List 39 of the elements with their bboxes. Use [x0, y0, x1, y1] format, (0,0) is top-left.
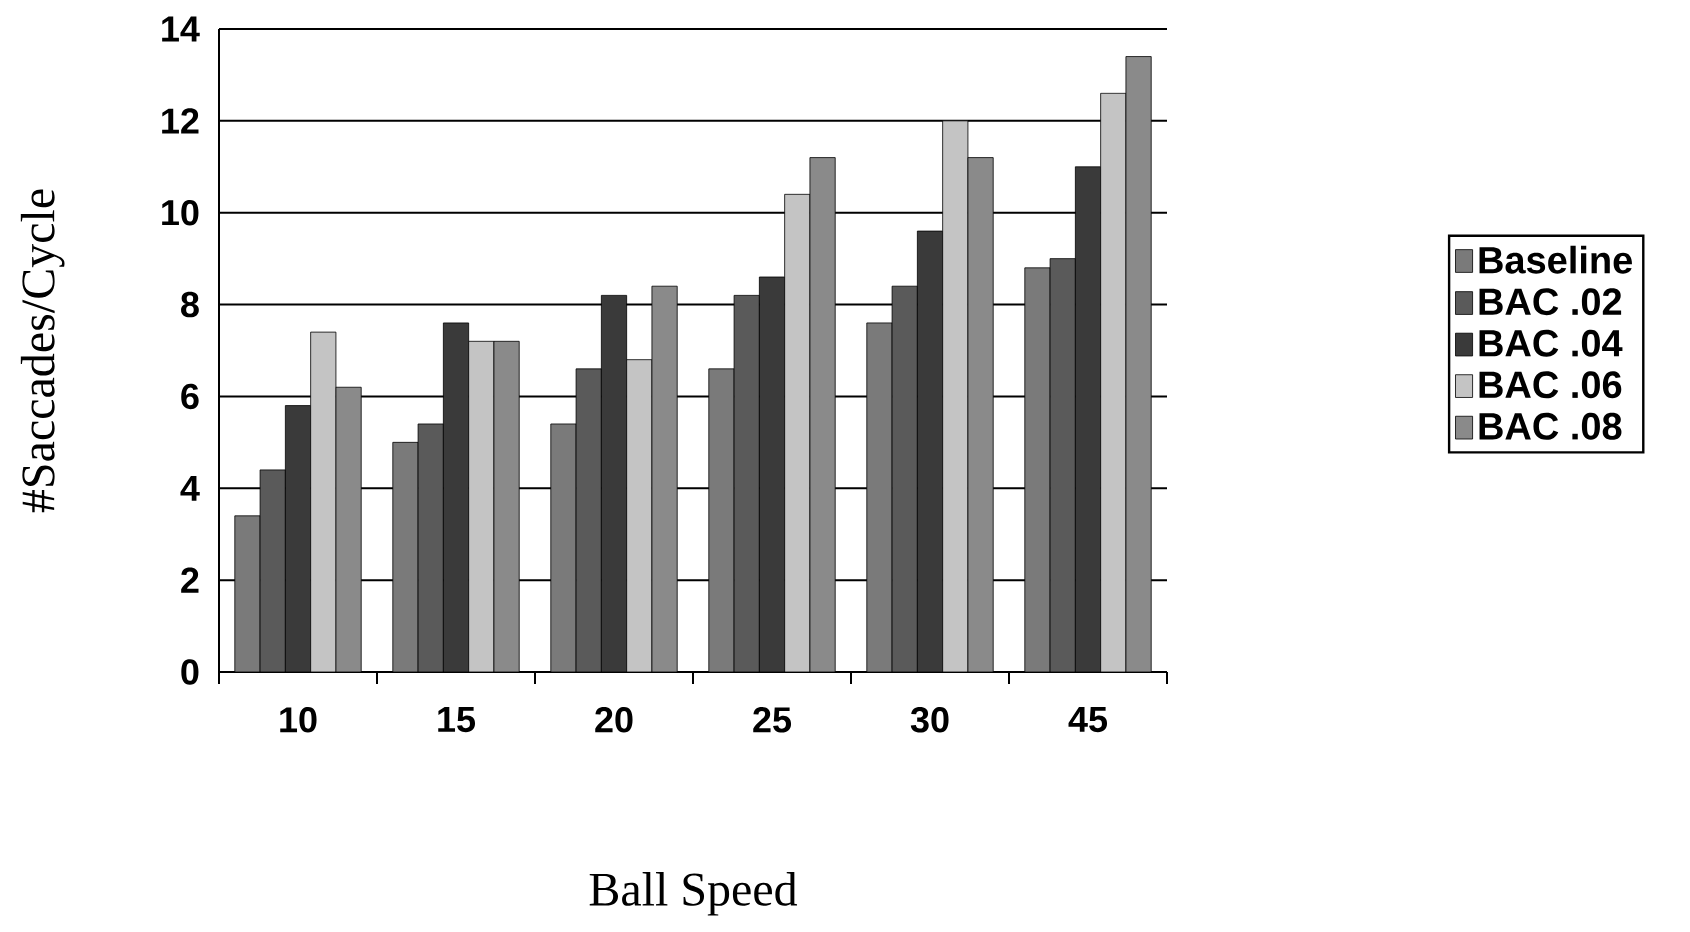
bar [784, 193, 811, 672]
legend-label: BAC .04 [1479, 329, 1623, 357]
bar [1125, 56, 1152, 672]
bar [626, 359, 653, 672]
y-tick-label: 8 [181, 291, 199, 318]
bar [468, 340, 495, 672]
x-tick-label: 45 [1068, 707, 1108, 733]
bar [942, 120, 969, 672]
y-tick-label: 14 [162, 16, 200, 42]
legend-label: Baseline [1479, 245, 1632, 274]
bar [758, 276, 786, 672]
bar [1074, 166, 1102, 672]
legend-label: BAC .08 [1479, 412, 1622, 440]
legend-label: BAC .02 [1479, 288, 1622, 316]
legend-label: BAC .06 [1479, 371, 1622, 399]
bar [284, 405, 312, 672]
y-tick-label: 6 [181, 383, 199, 410]
y-tick-label: 4 [180, 475, 200, 501]
bar [651, 285, 678, 672]
x-tick-label: 10 [280, 707, 317, 733]
bar [310, 331, 337, 672]
x-tick-label: 20 [595, 707, 633, 733]
bar [493, 340, 520, 672]
bar [809, 157, 836, 672]
bar [916, 230, 944, 672]
x-tick-label: 30 [910, 707, 949, 733]
y-tick-label: 2 [181, 567, 199, 593]
x-tick-label: 15 [438, 707, 476, 733]
x-tick-label: 25 [753, 707, 792, 733]
bar [600, 294, 628, 672]
bar [442, 322, 470, 672]
y-tick-label: 12 [162, 108, 199, 134]
bar [1100, 92, 1127, 672]
x-axis-title: Ball Speed [589, 872, 798, 916]
y-tick-label: 10 [162, 199, 199, 226]
y-axis-title: #Saccades/Cycle [20, 189, 65, 513]
bar [335, 386, 362, 672]
bar [967, 157, 994, 672]
y-tick-label: 0 [181, 659, 199, 685]
